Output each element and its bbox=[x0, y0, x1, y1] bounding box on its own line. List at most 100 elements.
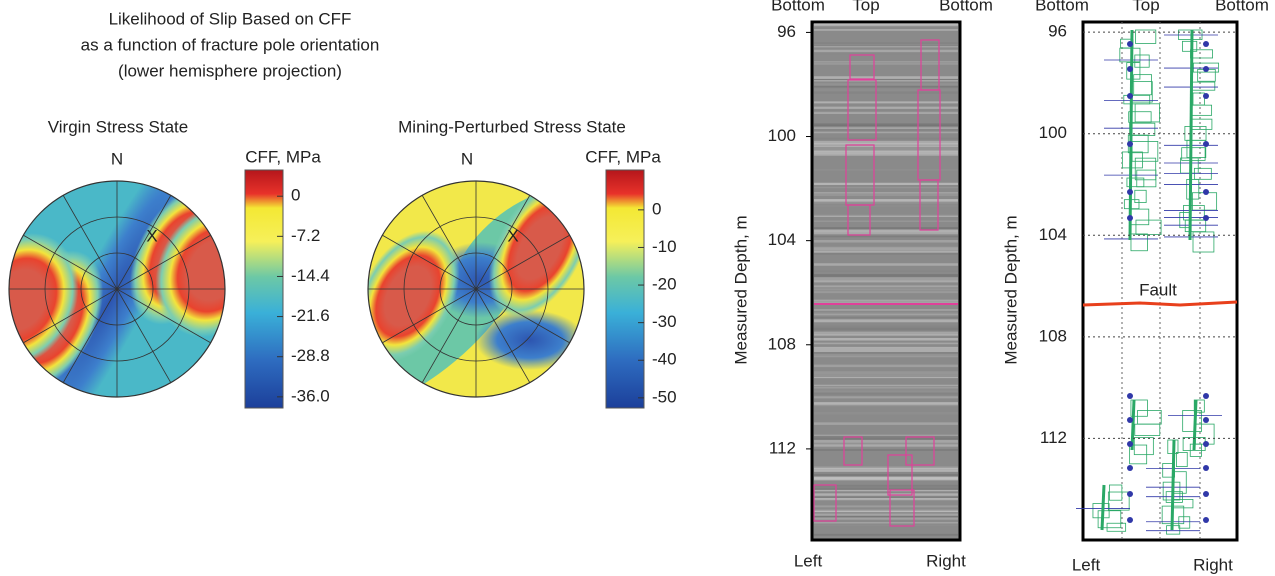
fracture-glyph bbox=[1130, 399, 1148, 417]
fracture-box bbox=[843, 436, 863, 466]
colorbar-tick-label: -10 bbox=[652, 237, 677, 256]
colorbar bbox=[605, 169, 645, 409]
trace bbox=[1128, 29, 1134, 241]
orientation-dot bbox=[1127, 417, 1133, 423]
y-tick-label: 112 bbox=[769, 438, 796, 457]
orientation-dot bbox=[1127, 93, 1133, 99]
y-tick-label: 108 bbox=[1039, 326, 1067, 345]
y-axis-label: Measured Depth, m bbox=[1001, 215, 1020, 364]
colorbar-tick-label: -36.0 bbox=[291, 386, 330, 405]
colorbar bbox=[244, 169, 284, 409]
fracture-glyph bbox=[1134, 157, 1157, 181]
fracture-glyph bbox=[1136, 169, 1157, 188]
fracture-glyph bbox=[1134, 423, 1161, 436]
fracture-glyph bbox=[1133, 437, 1154, 456]
fracture-glyph bbox=[1186, 139, 1207, 158]
fracture-glyph bbox=[1192, 231, 1215, 253]
orientation-dot bbox=[1127, 441, 1133, 447]
fracture-box bbox=[887, 454, 913, 496]
orientation-dot bbox=[1127, 41, 1133, 47]
stereonet-fill bbox=[368, 181, 584, 397]
fracture-glyph bbox=[1134, 189, 1147, 203]
fracture-box bbox=[847, 79, 877, 141]
y-tick-label: 96 bbox=[777, 22, 796, 41]
orientation-dot bbox=[1127, 491, 1133, 497]
trace bbox=[1170, 439, 1176, 531]
y-tick-label: 104 bbox=[1039, 225, 1067, 244]
orientation-dot bbox=[1127, 66, 1133, 72]
trace bbox=[1130, 399, 1136, 451]
fracture-glyph bbox=[1178, 516, 1191, 529]
fracture-glyph bbox=[1176, 452, 1188, 468]
y-tick-label: 104 bbox=[768, 230, 796, 249]
fracture-glyph bbox=[1107, 491, 1130, 511]
trace bbox=[1188, 29, 1194, 241]
fracture-box bbox=[905, 436, 935, 466]
fracture-glyph bbox=[1097, 510, 1122, 529]
y-axis-label: Measured Depth, m bbox=[731, 215, 750, 364]
fracture-glyph bbox=[1133, 74, 1152, 96]
column-lines bbox=[1121, 22, 1201, 540]
title-line: as a function of fracture pole orientati… bbox=[81, 35, 380, 54]
colorbar-tick-label: -20 bbox=[652, 275, 677, 294]
colorbar-label: CFF, MPa bbox=[245, 147, 321, 166]
fracture-glyph bbox=[1193, 399, 1205, 413]
orientation-dot bbox=[1203, 417, 1209, 423]
orientation-dot bbox=[1127, 465, 1133, 471]
orientation-dot bbox=[1203, 441, 1209, 447]
top-label: Top bbox=[852, 0, 879, 14]
orientation-dot bbox=[1203, 491, 1209, 497]
orientation-dot bbox=[1127, 393, 1133, 399]
panel-label: Virgin Stress State bbox=[48, 117, 188, 136]
fracture-glyph bbox=[1126, 177, 1145, 188]
y-tick-label: 100 bbox=[1039, 123, 1067, 142]
fracture-box bbox=[813, 484, 837, 522]
fracture-glyph bbox=[1189, 443, 1202, 457]
orientation-dot bbox=[1127, 141, 1133, 147]
colorbar-tick-label: -7.2 bbox=[291, 226, 320, 245]
bottom-label: Right bbox=[926, 551, 966, 570]
fracture-glyph bbox=[1129, 444, 1148, 465]
fracture-glyph bbox=[1135, 29, 1157, 44]
orientation-dot bbox=[1127, 517, 1133, 523]
colorbar-tick-label: -14.4 bbox=[291, 266, 330, 285]
orientation-dot bbox=[1203, 93, 1209, 99]
orientation-dot bbox=[1203, 393, 1209, 399]
orientation-dot bbox=[1127, 189, 1133, 195]
colorbar-tick-label: -30 bbox=[652, 312, 677, 331]
orientation-dot bbox=[1203, 66, 1209, 72]
y-tick-label: 100 bbox=[768, 126, 796, 145]
colorbar-tick-label: -50 bbox=[652, 387, 677, 406]
colorbar-tick-label: -40 bbox=[652, 350, 677, 369]
fracture-glyph bbox=[1134, 54, 1150, 68]
fracture-glyph bbox=[1121, 151, 1143, 169]
fracture-glyph bbox=[1181, 147, 1206, 161]
top-label: Bottom bbox=[771, 0, 825, 14]
fracture-box bbox=[889, 489, 915, 527]
fracture-glyph bbox=[1182, 410, 1202, 432]
top-label: Bottom bbox=[1215, 0, 1269, 14]
top-label: Bottom bbox=[939, 0, 993, 14]
fracture-glyph bbox=[1193, 167, 1212, 180]
orientation-dot bbox=[1203, 189, 1209, 195]
fracture-glyph bbox=[1130, 233, 1148, 252]
y-tick-label: 112 bbox=[1040, 428, 1067, 447]
panel-label: Mining-Perturbed Stress State bbox=[398, 117, 626, 136]
fracture-box bbox=[847, 204, 871, 236]
bottom-label: Left bbox=[1072, 555, 1101, 574]
orientation-dot bbox=[1203, 517, 1209, 523]
y-tick-label: 108 bbox=[768, 334, 796, 353]
trace bbox=[1192, 399, 1198, 451]
marker: X bbox=[146, 226, 157, 245]
title-line: Likelihood of Slip Based on CFF bbox=[109, 9, 352, 28]
stereonet-grid bbox=[367, 180, 585, 398]
orientation-dot bbox=[1203, 215, 1209, 221]
marker: X bbox=[507, 226, 518, 245]
north-label: N bbox=[111, 149, 123, 168]
north-label: N bbox=[461, 149, 473, 168]
fracture-glyph bbox=[1182, 40, 1198, 52]
colorbar-tick-label: 0 bbox=[291, 186, 300, 205]
annotation: Fault bbox=[1139, 280, 1177, 299]
orientation-dot bbox=[1203, 465, 1209, 471]
